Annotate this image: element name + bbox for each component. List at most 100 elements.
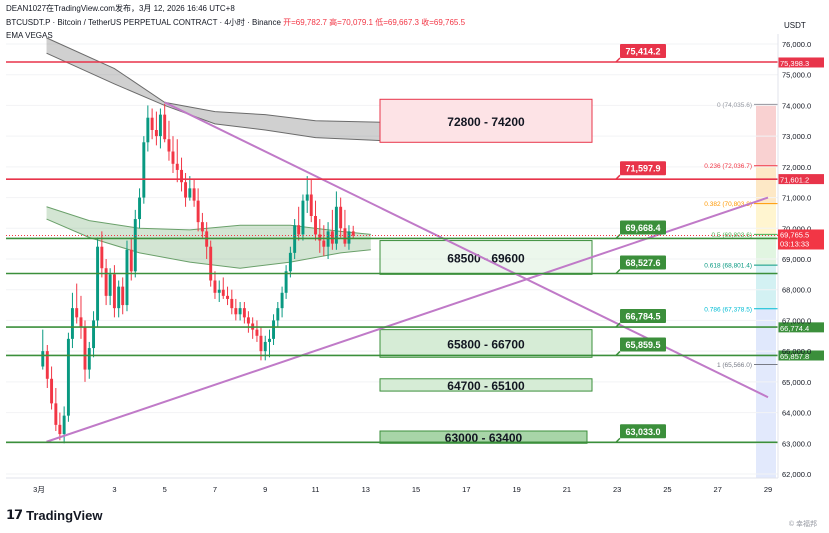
candle <box>163 103 167 143</box>
candle-body <box>221 289 225 296</box>
candle <box>41 329 45 370</box>
candle-body <box>150 117 154 130</box>
candle <box>246 311 250 333</box>
candle-body <box>70 308 74 339</box>
candle-body <box>83 326 87 370</box>
horizontal-lines-layer: 75,414.2 71,597.9 69,668.4 68,527.6 66,784.5… <box>6 43 824 444</box>
candle-body <box>284 271 288 293</box>
candle <box>334 191 338 250</box>
candle-body <box>154 130 158 137</box>
candle <box>142 136 146 204</box>
tradingview-brand[interactable]: 𝟭𝟳 TradingView <box>6 507 102 523</box>
x-tick-label: 7 <box>213 485 217 494</box>
fib-ramp-segment <box>756 203 776 235</box>
candle-body <box>66 338 70 416</box>
candle <box>343 209 347 247</box>
symbol-line: BTCUSDT.P · Bitcoin / TetherUS PERPETUAL… <box>6 17 465 28</box>
candle-body <box>104 268 108 296</box>
candle <box>288 246 292 278</box>
candle <box>221 277 225 299</box>
candle-body <box>117 286 121 309</box>
label-pointer <box>615 174 621 180</box>
candle <box>150 108 154 140</box>
line-label-text: 69,668.4 <box>625 223 660 233</box>
candle <box>83 320 87 382</box>
candle <box>305 176 309 213</box>
candle <box>297 206 301 241</box>
y-tick-label: 62,000.0 <box>782 470 811 479</box>
candle-body <box>217 289 221 293</box>
candle-body <box>334 206 338 244</box>
candle <box>309 179 313 223</box>
candle-body <box>62 415 66 435</box>
axis-marker-box <box>778 174 824 185</box>
candle-body <box>121 286 125 306</box>
candle <box>263 335 267 361</box>
candle-body <box>196 200 200 223</box>
candle-body <box>343 228 347 244</box>
candle <box>96 237 100 327</box>
line-label-text: 66,784.5 <box>625 312 660 322</box>
candle <box>92 311 96 358</box>
candle <box>322 225 326 256</box>
fib-level-label: 0 (74,035.6) <box>717 102 752 109</box>
y-tick-label: 76,000.0 <box>782 40 811 49</box>
candle-body <box>50 378 54 404</box>
candle <box>167 120 171 161</box>
candle-body <box>226 295 230 299</box>
candle-body <box>79 317 83 327</box>
y-tick-label: 68,000.0 <box>782 286 811 295</box>
symbol-info[interactable]: BTCUSDT.P · Bitcoin / TetherUS PERPETUAL… <box>6 18 281 27</box>
candle <box>50 366 54 410</box>
price-zone <box>379 430 588 444</box>
candle <box>121 277 125 315</box>
indicator-label[interactable]: EMA VEGAS <box>6 31 53 40</box>
candle <box>301 194 305 241</box>
candle-body <box>234 308 238 315</box>
candle-body <box>305 194 309 201</box>
y-tick-label: 69,000.0 <box>782 255 811 264</box>
label-pointer <box>615 233 621 240</box>
zone-label: 64700 - 65100 <box>447 379 525 393</box>
candle-body <box>96 246 100 321</box>
candle-body <box>255 329 259 336</box>
fib-level-label: 1 (65,566.0) <box>717 362 752 369</box>
candle-body <box>347 231 351 244</box>
fib-levels-layer: 0 (74,035.6) 0.236 (72,036.7) 0.382 (70,80… <box>704 102 778 369</box>
label-pointer <box>615 350 621 356</box>
candle-body <box>322 240 326 247</box>
ema-band-fill <box>46 37 386 141</box>
fib-ramp-segment <box>756 308 776 365</box>
candle-body <box>272 320 276 339</box>
y-tick-label: 74,000.0 <box>782 101 811 110</box>
y-tick-label: 63,000.0 <box>782 439 811 448</box>
zones-layer: 72800 - 7420068500 - 6960065800 - 667006… <box>379 98 593 445</box>
label-pointer <box>615 437 621 443</box>
line-label-box <box>620 161 666 176</box>
line-label-box <box>620 309 666 324</box>
candle-body <box>318 234 322 241</box>
candle <box>255 320 259 342</box>
label-pointer <box>615 57 621 63</box>
candle-body <box>288 252 292 272</box>
candle <box>192 179 196 207</box>
price-zone <box>379 378 593 392</box>
candle <box>213 271 217 299</box>
line-label-box <box>620 424 666 439</box>
y-tick-label: 72,000.0 <box>782 163 811 172</box>
candle <box>318 219 322 253</box>
candle <box>330 209 334 250</box>
candle-body <box>45 351 49 379</box>
candle-body <box>184 182 188 198</box>
fib-level-label: 0.786 (67,378.5) <box>704 306 752 313</box>
candle <box>184 173 188 207</box>
tradingview-logo-icon: 𝟭𝟳 <box>6 507 23 522</box>
candle <box>70 292 74 349</box>
candle-body <box>171 151 175 164</box>
zone-label: 65800 - 66700 <box>447 337 525 351</box>
line-label-box <box>620 255 666 270</box>
y-tick-label: 71,000.0 <box>782 194 811 203</box>
candle-body <box>92 320 96 349</box>
candle-body <box>133 219 137 272</box>
